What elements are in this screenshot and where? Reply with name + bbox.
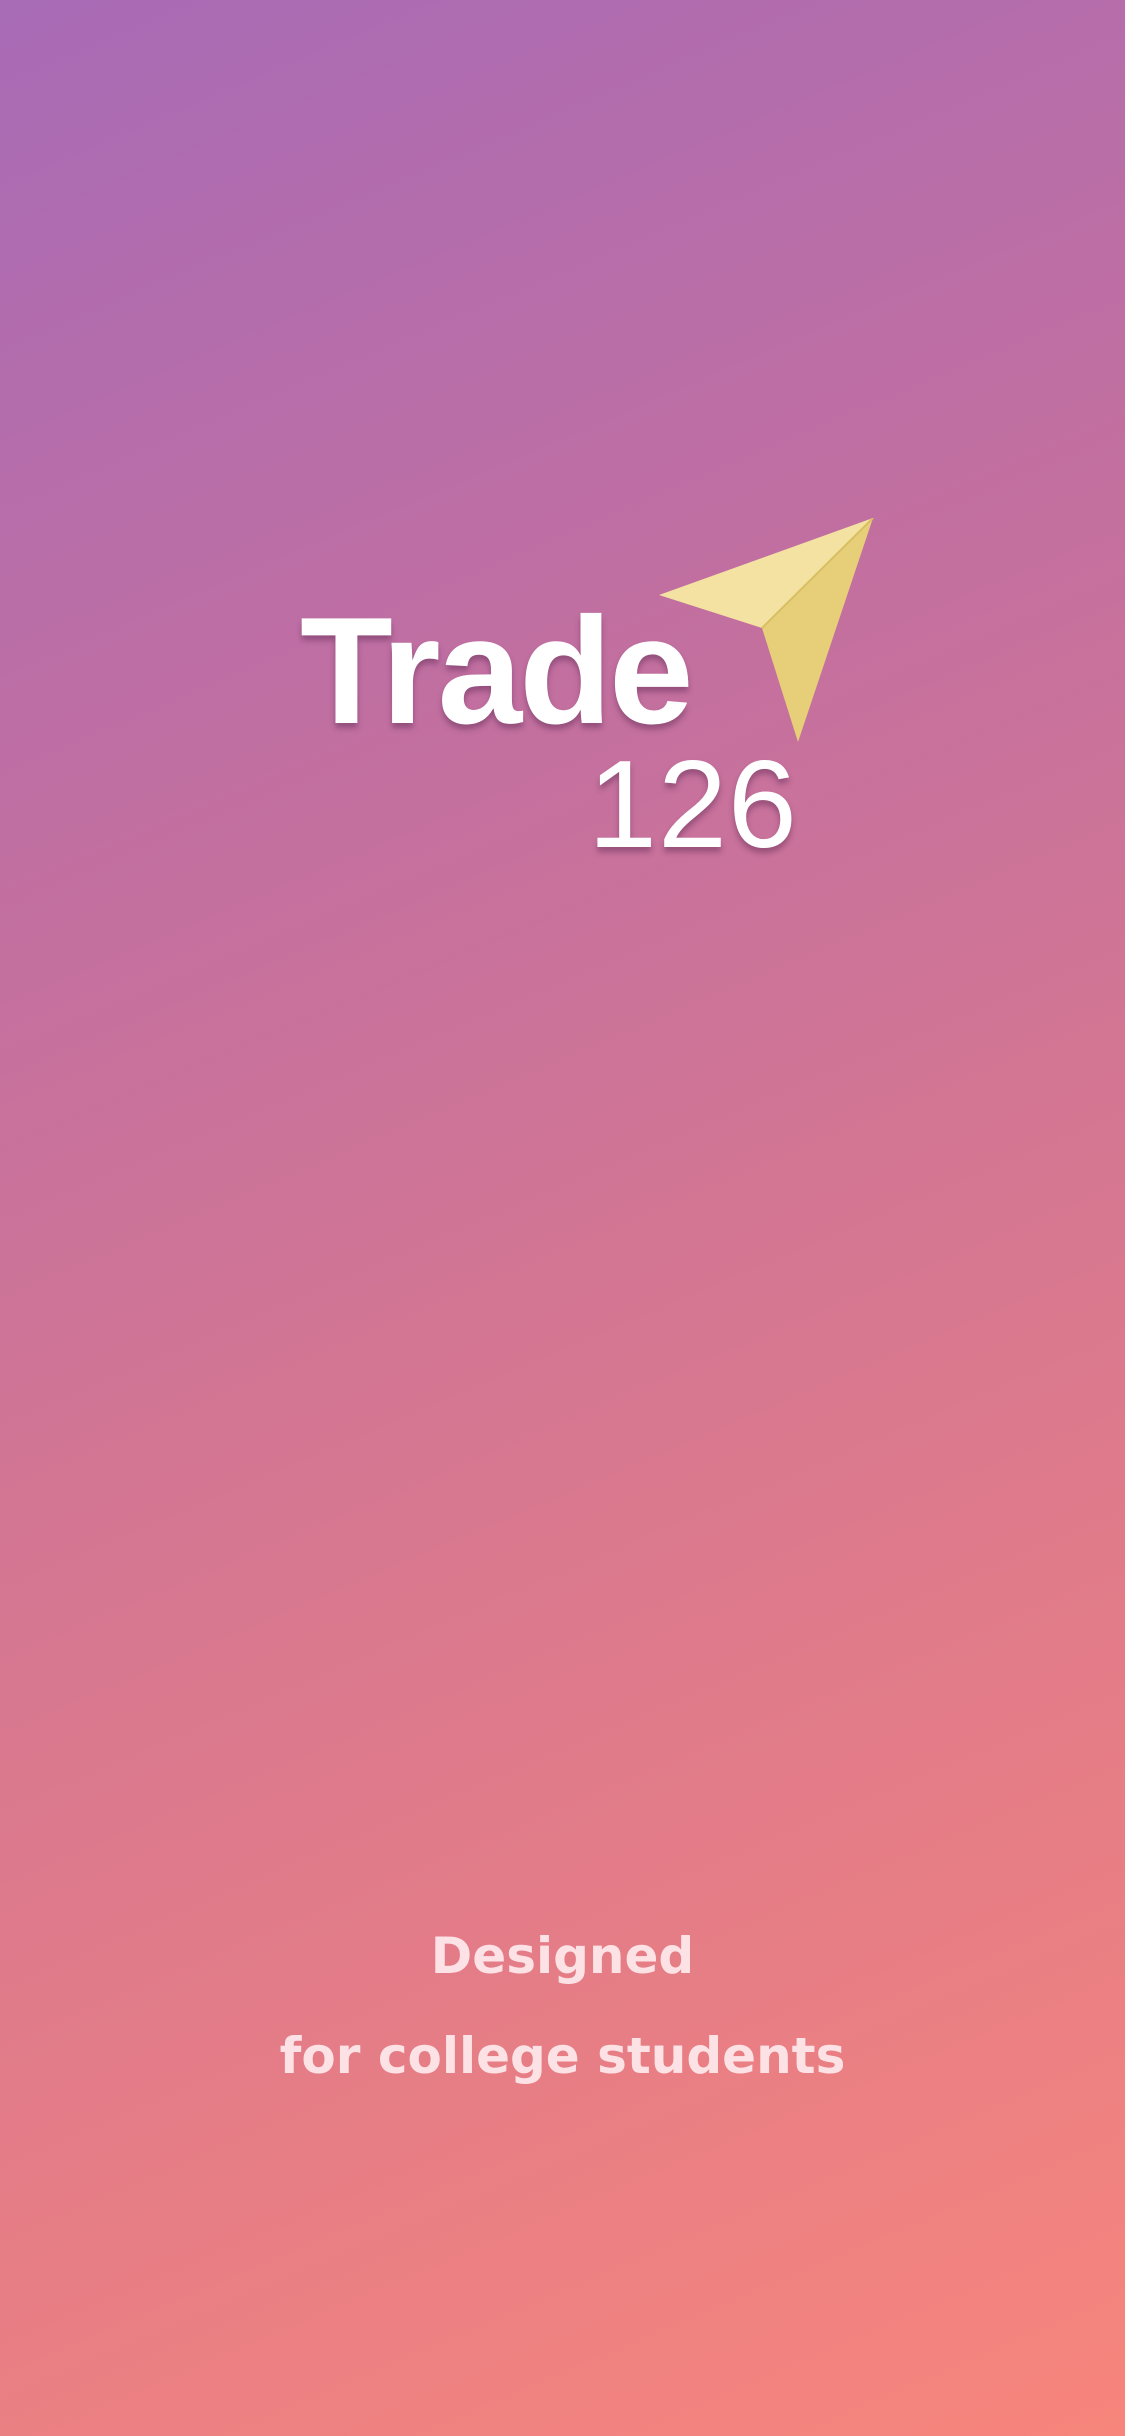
app-logo: Trade 126 (300, 510, 900, 870)
brand-number: 126 (588, 736, 798, 874)
plane-fold-line (761, 518, 874, 629)
tagline: Designed for college students (0, 1918, 1125, 2118)
plane-left-wing (659, 518, 873, 628)
tagline-line-1: Designed (430, 1927, 695, 1985)
tagline-line-2: for college students (279, 2027, 846, 2085)
plane-right-wing (762, 518, 873, 742)
paper-plane-icon (659, 518, 874, 742)
brand-wordmark: Trade (300, 586, 694, 756)
